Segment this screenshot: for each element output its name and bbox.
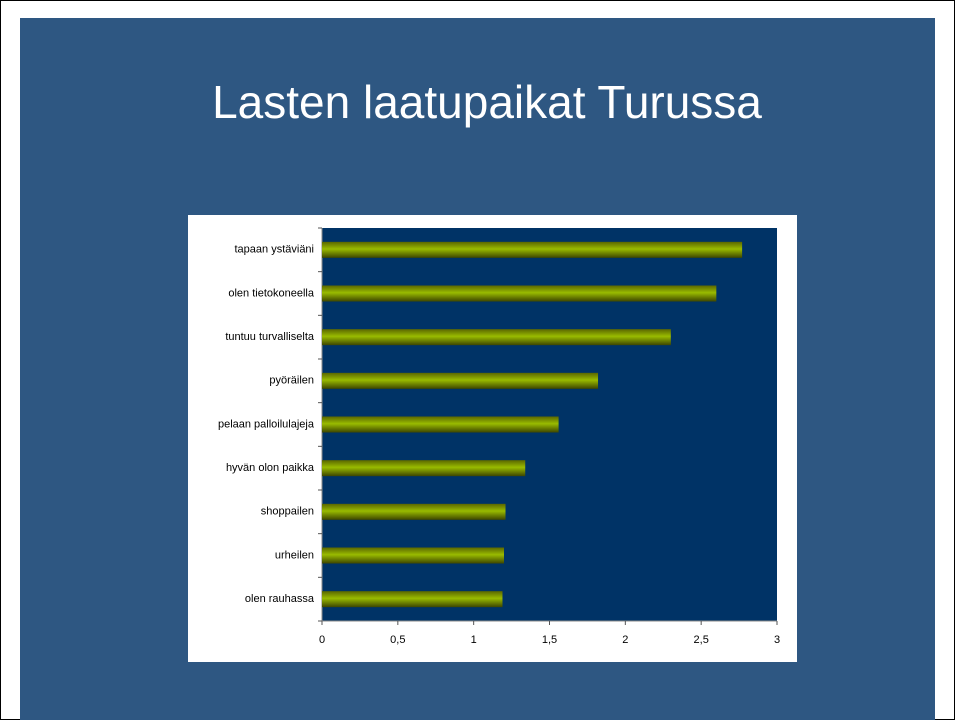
x-tick-label: 2,5 [694,634,709,646]
y-tick-label: hyvän olon paikka [226,462,315,474]
y-tick-label: tuntuu turvalliselta [225,331,315,343]
y-tick-label: urheilen [275,549,314,561]
bar [322,285,717,302]
y-tick-label: olen tietokoneella [228,287,315,299]
bar [322,372,599,389]
bar [322,460,526,477]
bar [322,416,559,433]
bar [322,547,504,564]
bar [322,503,506,520]
y-tick-label: pelaan palloilulajeja [218,418,315,430]
x-tick-label: 0,5 [390,634,405,646]
bar [322,241,743,258]
y-tick-label: olen rauhassa [245,593,315,605]
y-tick-label: pyöräilen [269,375,314,387]
x-tick-label: 1,5 [542,634,557,646]
bar [322,329,671,346]
x-tick-label: 0 [319,634,325,646]
bar [322,591,503,608]
x-tick-label: 3 [774,634,780,646]
slide-title: Lasten laatupaikat Turussa [212,76,762,128]
y-tick-label: shoppailen [261,506,314,518]
y-tick-label: tapaan ystäviäni [235,244,315,256]
x-tick-label: 1 [471,634,477,646]
x-tick-label: 2 [622,634,628,646]
